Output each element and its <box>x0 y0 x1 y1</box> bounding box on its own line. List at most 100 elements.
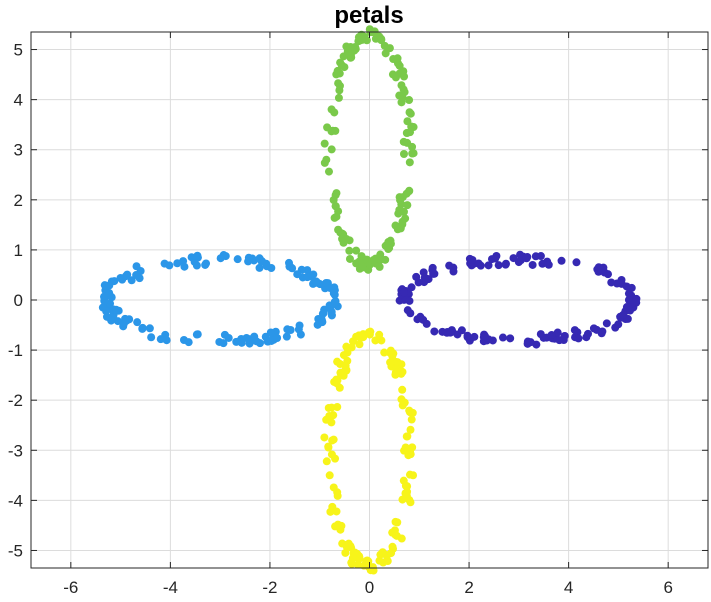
data-point <box>320 139 329 148</box>
data-point <box>388 542 397 551</box>
data-point <box>405 108 414 117</box>
data-point <box>331 522 340 531</box>
data-point <box>339 351 348 360</box>
data-point <box>337 521 346 530</box>
data-point <box>341 365 350 374</box>
data-point <box>449 263 458 272</box>
data-point <box>332 379 341 388</box>
data-point <box>389 55 398 64</box>
data-point <box>359 330 368 339</box>
data-point <box>408 408 417 417</box>
data-point <box>420 273 429 282</box>
data-point <box>481 332 490 341</box>
data-point <box>484 261 493 270</box>
x-tick-label: -4 <box>163 578 178 597</box>
data-point <box>376 255 385 264</box>
data-point <box>560 332 569 341</box>
data-point <box>346 50 355 59</box>
data-point <box>547 330 556 339</box>
data-point <box>386 358 395 367</box>
data-point <box>312 277 321 286</box>
data-point <box>332 507 341 516</box>
data-point <box>368 563 377 572</box>
data-point <box>138 324 147 333</box>
data-point <box>345 254 354 263</box>
data-point <box>379 558 388 567</box>
data-point <box>631 297 640 306</box>
data-point <box>402 432 411 441</box>
data-point <box>224 333 233 342</box>
data-point <box>380 348 389 357</box>
data-point <box>584 329 593 338</box>
data-point <box>355 340 364 349</box>
data-point <box>352 332 361 341</box>
data-point <box>398 385 407 394</box>
data-point <box>330 283 339 292</box>
data-point <box>160 259 169 268</box>
data-point <box>405 470 414 479</box>
data-point <box>216 254 225 263</box>
y-tick-label: -5 <box>8 541 23 560</box>
x-tick-label: 6 <box>663 578 672 597</box>
x-tick-label: 2 <box>464 578 473 597</box>
axes <box>30 31 709 569</box>
data-point <box>430 327 439 336</box>
data-point <box>574 334 583 343</box>
x-tick-label: 4 <box>564 578 573 597</box>
tick-labels: -6 -4 -2 0 2 4 6 -5 -4 -3 -2 -1 0 1 2 3 4 5 <box>8 41 673 597</box>
data-point <box>405 96 414 105</box>
data-point <box>528 260 537 269</box>
data-point <box>244 257 253 266</box>
data-point <box>193 330 202 339</box>
data-point <box>179 335 188 344</box>
data-point <box>407 122 416 131</box>
data-point <box>446 328 455 337</box>
data-point <box>338 234 347 243</box>
data-point <box>145 324 154 333</box>
data-point <box>457 326 466 335</box>
data-point <box>132 271 141 280</box>
data-point <box>399 288 408 297</box>
data-point <box>375 330 384 339</box>
data-point <box>397 81 406 90</box>
data-point <box>506 334 515 343</box>
y-tick-label: 3 <box>14 141 23 160</box>
data-point <box>294 325 303 334</box>
data-point <box>626 306 635 315</box>
data-point <box>121 272 130 281</box>
data-point <box>589 324 598 333</box>
data-point <box>352 246 361 255</box>
data-point <box>323 123 332 132</box>
data-point <box>387 549 396 558</box>
data-point <box>330 298 339 307</box>
data-point <box>340 63 349 72</box>
data-point <box>377 36 386 45</box>
data-point <box>393 518 402 527</box>
data-point <box>409 149 418 158</box>
data-point <box>393 358 402 367</box>
data-point <box>237 338 246 347</box>
data-point <box>523 337 532 346</box>
data-point <box>398 217 407 226</box>
data-point <box>405 186 414 195</box>
data-point <box>333 357 342 366</box>
y-tick-label: 4 <box>14 91 23 110</box>
y-tick-label: 5 <box>14 41 23 60</box>
data-point <box>598 327 607 336</box>
data-point <box>414 278 423 287</box>
data-point <box>320 433 329 442</box>
data-point <box>468 255 477 264</box>
data-point <box>544 260 553 269</box>
data-point <box>156 335 165 344</box>
x-tick-label: -6 <box>63 578 78 597</box>
data-point <box>627 283 636 292</box>
y-tick-label: -3 <box>8 441 23 460</box>
data-point <box>405 296 414 305</box>
data-point <box>303 273 312 282</box>
data-point <box>408 443 417 452</box>
data-point <box>353 560 362 569</box>
data-point <box>318 318 327 327</box>
data-point <box>215 337 224 346</box>
data-point <box>498 333 507 342</box>
data-point <box>255 263 264 272</box>
